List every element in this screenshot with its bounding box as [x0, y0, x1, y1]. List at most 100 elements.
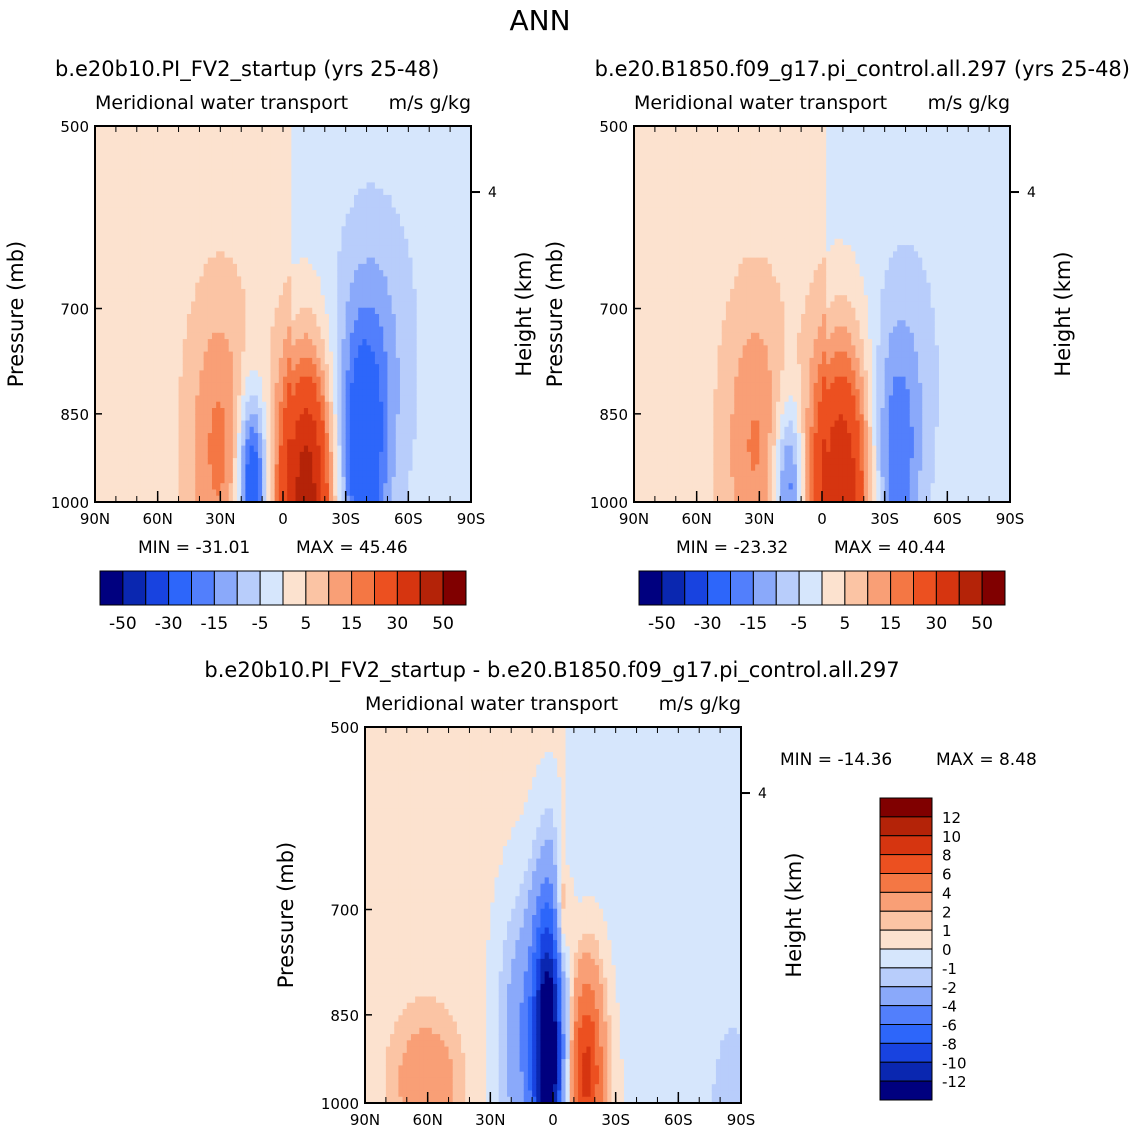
contour-cell [320, 132, 326, 140]
contour-cell [241, 201, 246, 209]
contour-cell [132, 489, 138, 497]
contour-cell [420, 201, 426, 209]
contour-cell [241, 389, 246, 397]
contour-cell [425, 451, 430, 459]
contour-cell [408, 207, 414, 215]
contour-cell [379, 445, 384, 453]
contour-cell [270, 408, 276, 415]
contour-cell [379, 245, 384, 252]
contour-cell [186, 420, 192, 428]
contour-cell [291, 420, 297, 428]
contour-cell [257, 251, 263, 259]
contour-cell [412, 476, 418, 484]
contour-cell [237, 207, 242, 215]
contour-cell [283, 245, 288, 252]
contour-cell [128, 357, 134, 365]
contour-cell [211, 201, 217, 209]
contour-cell [416, 351, 422, 359]
contour-cell [107, 470, 113, 478]
contour-cell [299, 464, 305, 472]
contour-cell [379, 207, 384, 215]
contour-cell [99, 151, 104, 158]
contour-cell [149, 489, 155, 497]
contour-cell [399, 345, 405, 353]
contour-cell [257, 270, 263, 277]
contour-cell [295, 138, 301, 146]
contour-cell [107, 276, 113, 284]
contour-cell [429, 458, 434, 465]
contour-cell [316, 395, 322, 403]
contour-cell [362, 326, 368, 334]
contour-cell [412, 144, 418, 152]
contour-cell [324, 232, 330, 240]
contour-cell [262, 401, 267, 409]
contour-cell [136, 476, 142, 484]
contour-cell [358, 188, 363, 196]
contour-cell [211, 357, 217, 365]
contour-cell [337, 182, 343, 190]
contour-cell [333, 151, 338, 158]
contour-cell [425, 194, 430, 202]
contour-cell [408, 483, 414, 491]
contour-cell [145, 213, 150, 221]
contour-cell [429, 144, 434, 152]
contour-cell [174, 470, 180, 478]
contour-cell [178, 126, 184, 133]
contour-cell [182, 414, 188, 422]
contour-cell [408, 151, 414, 158]
contour-cell [270, 370, 276, 378]
contour-cell [211, 433, 217, 440]
contour-cell [420, 238, 426, 246]
contour-cell [362, 320, 368, 328]
contour-cell [341, 188, 347, 196]
contour-cell [186, 489, 192, 497]
contour-cell [324, 207, 330, 215]
contour-cell [136, 151, 142, 158]
contour-cell [391, 351, 397, 359]
contour-cell [412, 207, 418, 215]
contour-cell [153, 495, 159, 503]
contour-cell [354, 489, 359, 497]
contour-cell [341, 495, 347, 503]
contour-cell [195, 151, 201, 158]
contour-cell [228, 220, 234, 227]
contour-cell [207, 151, 213, 158]
contour-cell [220, 295, 226, 303]
contour-cell [174, 213, 180, 221]
contour-cell [237, 169, 242, 177]
contour-cell [324, 451, 330, 459]
contour-cell [337, 458, 343, 465]
contour-cell [299, 226, 305, 234]
contour-cell [283, 314, 288, 321]
contour-cell [341, 389, 347, 397]
contour-cell [358, 382, 363, 390]
contour-cell [391, 439, 397, 447]
contour-cell [132, 376, 138, 384]
contour-cell [174, 332, 180, 340]
contour-cell [103, 276, 109, 284]
contour-cell [337, 345, 343, 353]
contour-cell [111, 138, 117, 146]
contour-cell [136, 282, 142, 290]
contour-cell [387, 176, 393, 183]
contour-cell [399, 420, 405, 428]
contour-cell [216, 370, 221, 378]
contour-cell [191, 295, 196, 303]
contour-cell [278, 232, 284, 240]
contour-cell [228, 408, 234, 415]
contour-cell [245, 126, 251, 133]
contour-cell [303, 169, 309, 177]
contour-cell [241, 401, 246, 409]
contour-cell [433, 176, 439, 183]
contour-cell [170, 439, 175, 447]
contour-cell [404, 263, 409, 271]
contour-cell [145, 295, 150, 303]
contour-cell [337, 238, 343, 246]
contour-cell [370, 213, 376, 221]
contour-cell [362, 351, 368, 359]
contour-cell [387, 132, 393, 140]
contour-cell [99, 314, 104, 321]
contour-cell [324, 426, 330, 434]
contour-cell [186, 326, 192, 334]
contour-cell [416, 320, 422, 328]
